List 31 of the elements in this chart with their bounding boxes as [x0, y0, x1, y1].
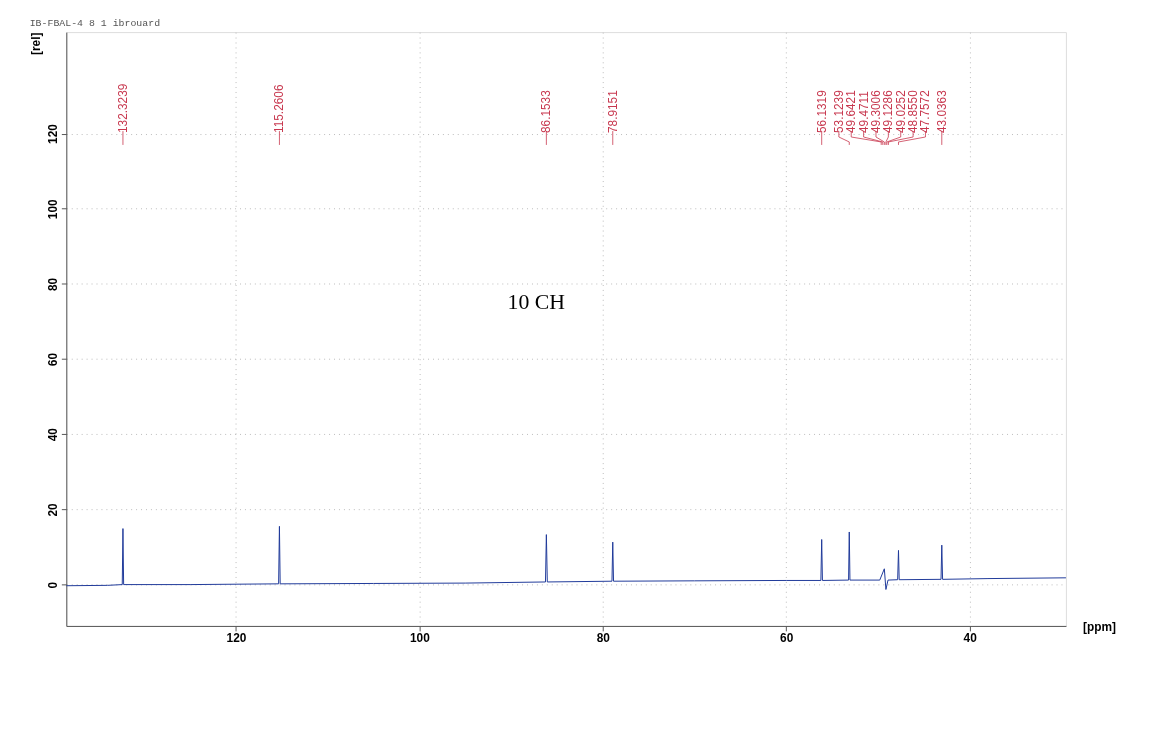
annotation: 49.6421	[844, 89, 859, 134]
annotation: 43.0363	[934, 89, 949, 134]
x-tick-label: 40	[963, 631, 978, 646]
y-tick-label: 80	[45, 277, 60, 292]
y-tick-label: 100	[45, 198, 60, 220]
line-series	[65, 525, 1067, 590]
annotation: 56.1319	[814, 89, 829, 134]
annotation: 53.1239	[831, 89, 846, 134]
y-tick-label: 40	[45, 427, 60, 442]
annotation: 115.2606	[272, 84, 287, 134]
annotation: 47.7572	[918, 90, 933, 134]
annotation: 86.1533	[539, 89, 554, 134]
annotation: 49.0252	[893, 90, 908, 134]
x-axis-title: [ppm]	[1082, 620, 1116, 635]
y-tick-label: 120	[45, 123, 60, 144]
x-tick-label: 100	[409, 631, 431, 646]
y-tick-label: 20	[45, 502, 60, 517]
x-tick-label: 80	[596, 631, 611, 646]
annotation: 10 CH	[507, 290, 566, 315]
annotation: 49.1286	[881, 89, 896, 134]
chart-title: IB-FBAL-4 8 1 ibrouard	[29, 18, 161, 30]
y-axis-title: [rel]	[29, 32, 44, 56]
annotation: 49.3006	[868, 89, 883, 134]
y-tick-label: 60	[45, 352, 60, 367]
x-tick-label: 60	[780, 631, 794, 646]
annotation: 49.4711	[856, 90, 871, 134]
x-tick-label: 120	[226, 631, 247, 646]
y-tick-label: 0	[45, 581, 60, 589]
annotation: 48.8550	[906, 89, 921, 134]
annotation: 132.3239	[115, 83, 130, 134]
annotation: 78.9151	[605, 89, 620, 134]
